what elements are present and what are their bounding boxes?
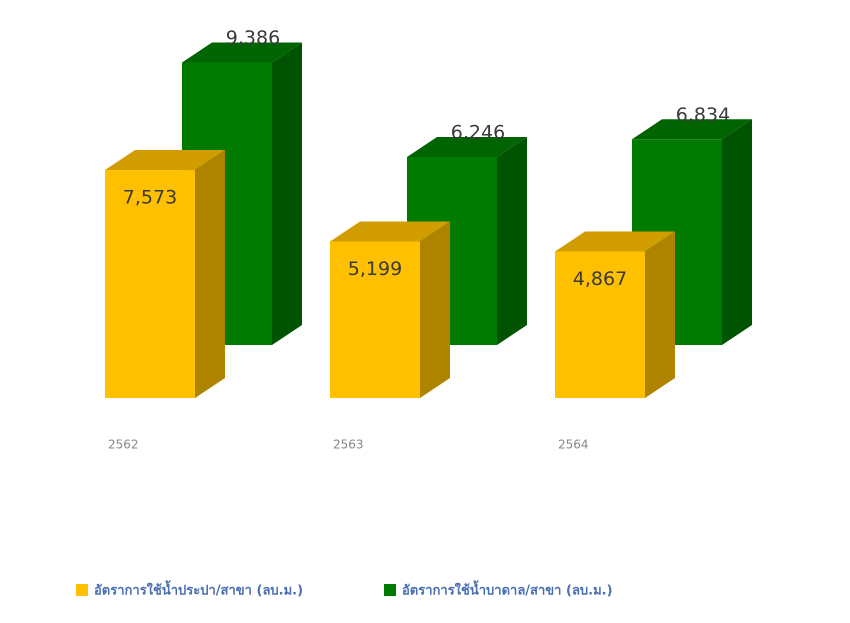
bar-top	[105, 150, 225, 171]
bar-side	[645, 231, 675, 398]
legend-swatch	[76, 584, 88, 596]
bar	[105, 150, 225, 398]
bar-side	[497, 136, 527, 345]
bar	[555, 231, 675, 398]
bar-top	[555, 231, 675, 252]
x-tick-label: 2563	[333, 438, 364, 452]
bar-side	[420, 221, 450, 398]
data-label: 4,867	[573, 268, 627, 290]
data-label: 6,834	[676, 104, 730, 126]
data-label: 9,386	[226, 27, 280, 49]
legend-label: อัตราการใช้น้ำบาดาล/สาขา (ลบ.ม.)	[402, 580, 613, 599]
bar-front	[105, 170, 195, 398]
bar	[330, 221, 450, 398]
x-tick-label: 2562	[108, 438, 139, 452]
data-label: 6,246	[451, 121, 505, 143]
data-label: 7,573	[123, 187, 177, 209]
legend-label: อัตราการใช้น้ำประปา/สาขา (ลบ.ม.)	[94, 580, 303, 599]
bar-side	[195, 150, 225, 398]
bar-top	[330, 221, 450, 242]
bar-side	[272, 42, 302, 346]
x-tick-label: 2564	[558, 438, 589, 452]
bar-front	[555, 251, 645, 398]
bar-front	[330, 241, 420, 398]
bar-top	[632, 119, 752, 140]
bar-side	[722, 119, 752, 345]
bar-top	[182, 42, 302, 63]
data-label: 5,199	[348, 258, 402, 280]
legend-swatch	[384, 584, 396, 596]
bar-top	[407, 136, 527, 157]
